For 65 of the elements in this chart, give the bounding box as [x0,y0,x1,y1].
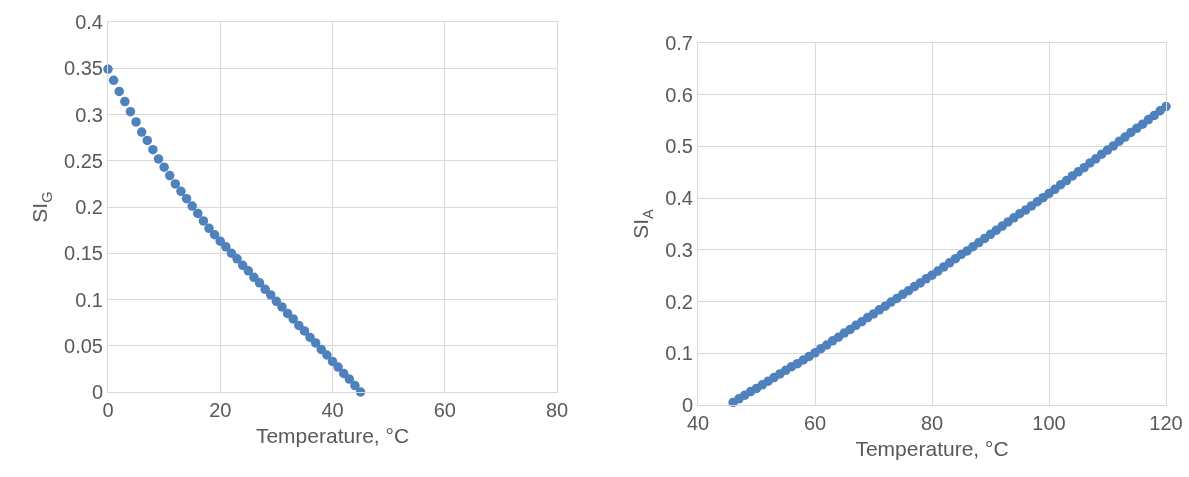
point [322,350,332,360]
x-tick-label: 40 [686,412,710,434]
point [333,362,343,372]
y-tick-label: 0.6 [665,83,693,106]
x-tick-label: 80 [545,399,569,421]
point [277,302,287,312]
y-tick-label: 0.4 [75,11,103,33]
point [148,144,158,155]
y-tick-label: 0 [91,381,103,403]
point [338,368,349,379]
point [114,86,124,97]
point [204,223,214,234]
point [344,374,355,384]
point [249,272,259,283]
point [232,254,242,264]
point [198,216,209,226]
y-tick-label: 0.2 [665,290,693,313]
y-tick-label: 0.25 [64,149,103,172]
point [310,338,321,348]
point [254,278,265,288]
y-tick-label: 0.35 [64,57,103,80]
y-tick-label: 0.3 [665,238,693,261]
point [350,380,360,391]
point [131,117,141,127]
point [136,127,147,137]
x-tick-label: 100 [1032,412,1066,434]
y-tick-label: 0.15 [64,242,103,265]
point [164,170,175,181]
y-tick-label: 0.3 [75,103,103,126]
point [305,332,315,343]
y-tick-label: 0.1 [665,342,693,365]
point [120,96,130,107]
point [176,186,186,197]
point [266,290,276,300]
point [221,242,231,252]
point [260,284,270,295]
point [243,266,254,276]
point [142,135,153,146]
x-tick-label: 120 [1149,412,1183,434]
point [299,326,310,336]
point [294,320,304,331]
point [125,106,136,117]
x-axis-title: Temperature, °C [855,437,1009,461]
y-tick-label: 0.05 [64,334,103,357]
x-tick-label: 40 [321,399,344,421]
x-tick-label: 60 [803,412,827,434]
point [108,75,119,86]
x-tick-label: 60 [433,399,456,421]
point [187,201,197,211]
x-axis-title: Temperature, °C [255,424,410,448]
point [153,154,164,164]
point [193,208,203,219]
point [327,356,338,367]
point [159,162,169,172]
point [288,314,298,324]
point [170,179,181,189]
x-tick-label: 20 [209,399,232,421]
y-tick-label: 0.5 [665,135,693,158]
y-tick-label: 0.2 [75,196,103,218]
point [181,193,192,204]
y-tick-label: 0.4 [665,187,693,210]
y-tick-label: 0.1 [75,288,103,311]
y-tick-label: 0.7 [665,32,693,54]
point [209,230,220,240]
x-tick-label: 80 [920,412,944,434]
